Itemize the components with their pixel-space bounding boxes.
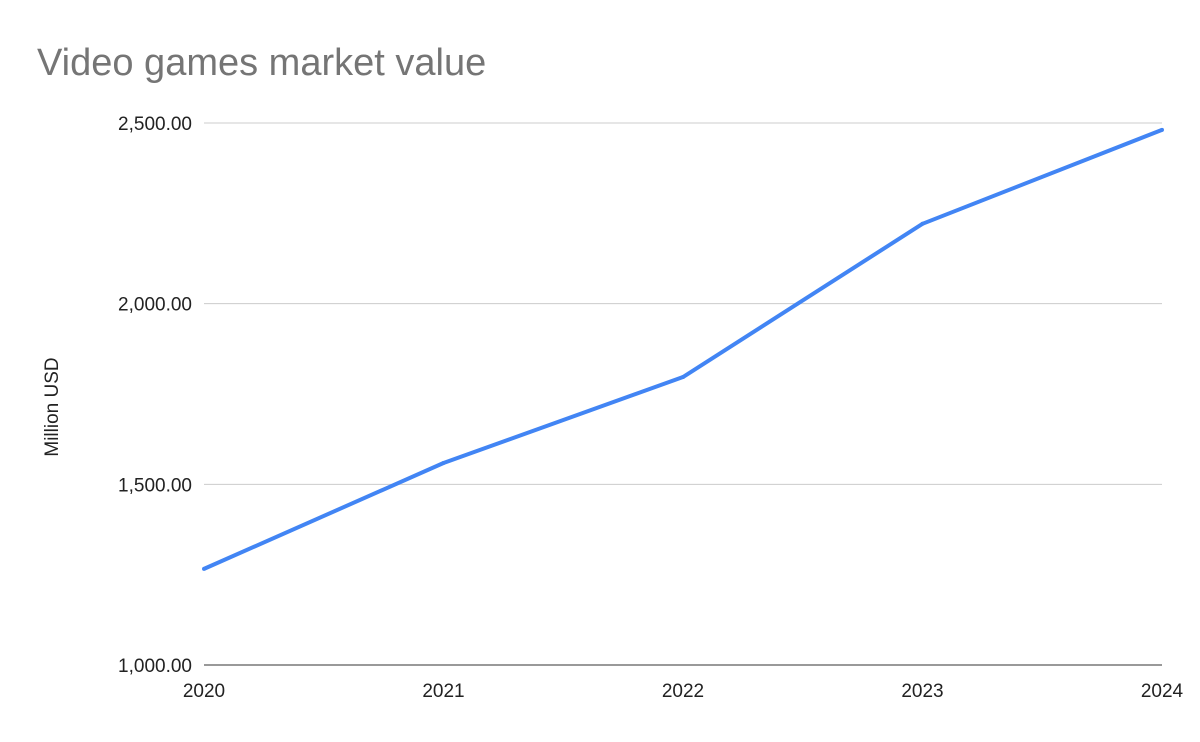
x-tick-label: 2021 <box>422 681 464 702</box>
data-point <box>202 566 206 571</box>
data-point <box>920 221 925 226</box>
x-tick-label: 2024 <box>1141 681 1184 702</box>
y-tick-label: 1,500.00 <box>118 475 192 496</box>
data-point <box>1160 127 1164 132</box>
data-point <box>441 461 446 466</box>
chart-title: Video games market value <box>37 42 486 84</box>
y-tick-label: 1,000.00 <box>118 656 192 677</box>
y-axis-label: Million USD <box>42 357 63 456</box>
x-tick-label: 2020 <box>183 681 225 702</box>
data-point <box>681 375 685 380</box>
y-tick-label: 2,000.00 <box>118 295 192 316</box>
series-line <box>203 128 1163 571</box>
y-tick-label: 2,500.00 <box>118 114 192 135</box>
x-tick-label: 2023 <box>901 681 943 702</box>
x-tick-label: 2022 <box>662 681 704 702</box>
